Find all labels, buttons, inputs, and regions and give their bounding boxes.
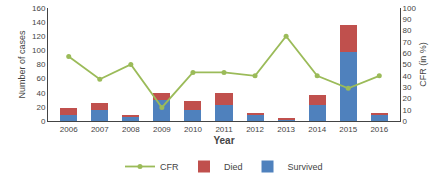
svg-text:80: 80	[403, 26, 412, 35]
svg-text:10: 10	[403, 106, 412, 115]
svg-text:Died: Died	[224, 162, 243, 172]
svg-text:2007: 2007	[91, 125, 109, 134]
svg-text:2010: 2010	[184, 125, 202, 134]
svg-text:2009: 2009	[153, 125, 171, 134]
svg-text:0: 0	[41, 117, 46, 126]
svg-text:120: 120	[32, 32, 46, 41]
svg-text:2012: 2012	[246, 125, 264, 134]
svg-text:20: 20	[403, 94, 412, 103]
svg-text:60: 60	[36, 74, 45, 83]
svg-text:50: 50	[403, 60, 412, 69]
svg-text:Survived: Survived	[288, 162, 323, 172]
svg-text:CFR (in %): CFR (in %)	[418, 42, 428, 87]
svg-text:Number of cases: Number of cases	[17, 30, 27, 99]
svg-text:60: 60	[403, 49, 412, 58]
svg-text:100: 100	[32, 46, 46, 55]
svg-text:CFR: CFR	[160, 162, 179, 172]
svg-text:2015: 2015	[339, 125, 357, 134]
svg-text:40: 40	[403, 72, 412, 81]
svg-text:0: 0	[403, 117, 408, 126]
svg-text:2006: 2006	[60, 125, 78, 134]
svg-text:160: 160	[32, 4, 46, 13]
svg-text:90: 90	[403, 15, 412, 24]
svg-text:2016: 2016	[370, 125, 388, 134]
svg-text:20: 20	[36, 103, 45, 112]
svg-text:2014: 2014	[308, 125, 326, 134]
svg-text:2011: 2011	[215, 125, 233, 134]
svg-text:40: 40	[36, 89, 45, 98]
svg-text:2013: 2013	[277, 125, 295, 134]
svg-text:100: 100	[403, 4, 417, 13]
svg-text:80: 80	[36, 60, 45, 69]
svg-text:70: 70	[403, 38, 412, 47]
svg-text:30: 30	[403, 83, 412, 92]
svg-text:Year: Year	[213, 135, 234, 146]
svg-text:2008: 2008	[122, 125, 140, 134]
svg-text:140: 140	[32, 18, 46, 27]
